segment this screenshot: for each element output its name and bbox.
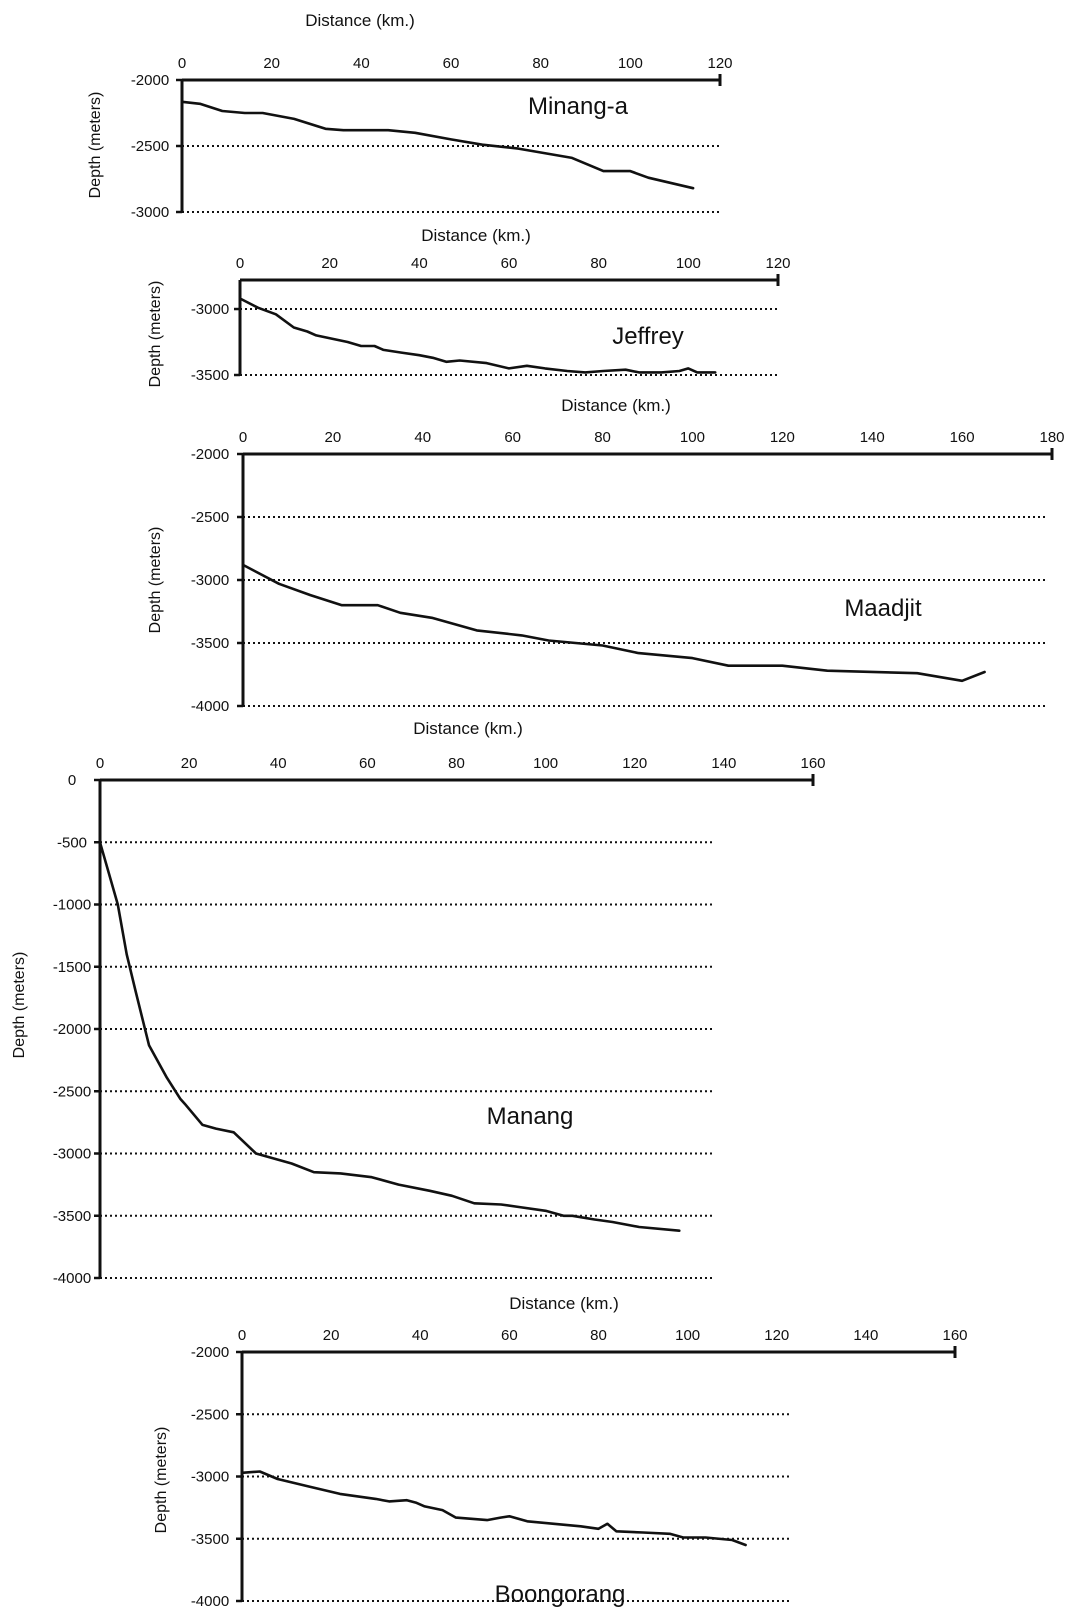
x-tick-label: 100	[533, 755, 558, 772]
chart-panel-minang-a: Distance (km.) Depth (meters) Minang-a 0…	[87, 11, 733, 221]
x-tick-label: 60	[504, 429, 521, 446]
y-tick-label: -2000	[131, 72, 169, 89]
x-tick-label: 120	[764, 1327, 789, 1344]
y-tick-label: -4000	[53, 1270, 91, 1287]
chart-label: Boongorang	[495, 1581, 626, 1608]
y-tick-label: -500	[57, 834, 87, 851]
y-tick-label: -2000	[191, 1344, 229, 1361]
x-tick-label: 120	[707, 55, 732, 72]
series-line	[241, 563, 986, 683]
y-tick-label: -3000	[191, 572, 229, 589]
y-tick-label: -3000	[131, 204, 169, 221]
x-tick-label: 60	[501, 1327, 518, 1344]
y-axis-title: Depth (meters)	[147, 527, 164, 634]
y-tick-label: -3500	[191, 367, 229, 384]
x-tick-label: 60	[501, 255, 518, 272]
x-tick-label: 20	[321, 255, 338, 272]
y-tick-label: -3000	[191, 1469, 229, 1486]
x-tick-label: 140	[853, 1327, 878, 1344]
x-tick-label: 160	[800, 755, 825, 772]
x-tick-label: 0	[178, 55, 186, 72]
x-axis-title: Distance (km.)	[509, 1294, 619, 1313]
x-axis-title: Distance (km.)	[413, 719, 523, 738]
y-tick-label: -2000	[191, 446, 229, 463]
x-tick-label: 100	[618, 55, 643, 72]
x-tick-label: 140	[860, 429, 885, 446]
x-tick-label: 60	[359, 755, 376, 772]
x-tick-label: 80	[532, 55, 549, 72]
series-line	[240, 1470, 747, 1547]
x-tick-label: 140	[711, 755, 736, 772]
series-line	[180, 100, 695, 190]
chart-label: Maadjit	[844, 595, 922, 622]
x-tick-label: 80	[590, 1327, 607, 1344]
x-axis-title: Distance (km.)	[421, 226, 531, 245]
x-tick-label: 20	[323, 1327, 340, 1344]
chart-panel-boongorang: Distance (km.) Depth (meters) Boongorang…	[153, 1294, 968, 1610]
x-tick-label: 160	[950, 429, 975, 446]
chart-panel-jeffrey: Distance (km.) Depth (meters) Jeffrey 0 2…	[147, 226, 791, 387]
chart-panel-manang: Distance (km.) Depth (meters) Manang 0 20…	[11, 719, 826, 1287]
x-tick-label: 100	[680, 429, 705, 446]
x-tick-label: 40	[414, 429, 431, 446]
x-tick-label: 40	[353, 55, 370, 72]
x-tick-label: 120	[765, 255, 790, 272]
x-tick-label: 0	[238, 1327, 246, 1344]
y-tick-label: -3500	[191, 1531, 229, 1548]
x-tick-label: 180	[1039, 429, 1064, 446]
x-tick-label: 100	[676, 255, 701, 272]
x-tick-label: 20	[181, 755, 198, 772]
y-tick-label: -4000	[191, 1593, 229, 1610]
x-axis-title: Distance (km.)	[305, 11, 415, 30]
y-axis-title: Depth (meters)	[147, 281, 164, 388]
x-tick-label: 0	[96, 755, 104, 772]
x-tick-label: 20	[263, 55, 280, 72]
y-tick-label: -4000	[191, 698, 229, 715]
y-axis-title: Depth (meters)	[11, 952, 28, 1059]
x-tick-label: 160	[942, 1327, 967, 1344]
series-line	[238, 297, 717, 374]
y-tick-label: -1500	[53, 959, 91, 976]
x-tick-label: 0	[236, 255, 244, 272]
y-tick-label: -3500	[53, 1208, 91, 1225]
series-line	[98, 840, 681, 1232]
chart-label: Minang-a	[528, 93, 629, 120]
y-tick-label: -2500	[191, 509, 229, 526]
chart-label: Jeffrey	[612, 323, 684, 350]
x-tick-label: 60	[443, 55, 460, 72]
y-tick-label: -3500	[191, 635, 229, 652]
x-tick-label: 0	[239, 429, 247, 446]
x-tick-label: 40	[412, 1327, 429, 1344]
x-tick-label: 40	[411, 255, 428, 272]
y-tick-label: 0	[68, 772, 76, 789]
x-tick-label: 120	[622, 755, 647, 772]
y-axis-title: Depth (meters)	[87, 92, 104, 199]
y-tick-label: -1000	[53, 897, 91, 914]
x-tick-label: 80	[594, 429, 611, 446]
x-tick-label: 80	[448, 755, 465, 772]
x-axis-title: Distance (km.)	[561, 396, 671, 415]
y-tick-label: -2500	[131, 138, 169, 155]
y-tick-label: -2000	[53, 1021, 91, 1038]
x-tick-label: 80	[590, 255, 607, 272]
x-tick-label: 120	[770, 429, 795, 446]
y-tick-label: -2500	[53, 1083, 91, 1100]
chart-label: Manang	[487, 1103, 574, 1130]
x-tick-label: 40	[270, 755, 287, 772]
x-tick-label: 100	[675, 1327, 700, 1344]
chart-panel-maadjit: Distance (km.) Depth (meters) Maadjit 0 2…	[147, 396, 1065, 715]
y-tick-label: -2500	[191, 1406, 229, 1423]
x-tick-label: 20	[325, 429, 342, 446]
y-axis-title: Depth (meters)	[153, 1427, 170, 1534]
y-tick-label: -3000	[53, 1146, 91, 1163]
y-tick-label: -3000	[191, 301, 229, 318]
